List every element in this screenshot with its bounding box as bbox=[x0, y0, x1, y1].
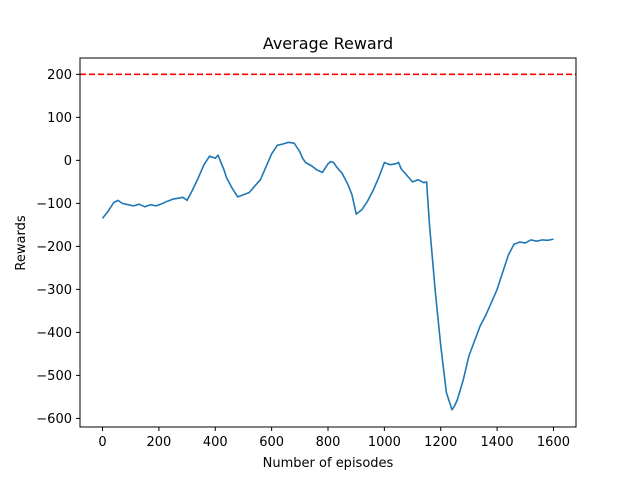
x-tick-label: 1400 bbox=[481, 435, 514, 450]
x-tick-label: 800 bbox=[316, 435, 341, 450]
series-line bbox=[101, 141, 554, 411]
x-tick-label: 600 bbox=[259, 435, 284, 450]
x-axis-title: Number of episodes bbox=[263, 456, 394, 471]
y-tick-label: −500 bbox=[36, 369, 72, 384]
x-tick-label: 1200 bbox=[424, 435, 457, 450]
y-axis: −600 −500 −400 −300 −200 −100 0 100 200 bbox=[36, 68, 80, 427]
x-tick-label: 1000 bbox=[368, 435, 401, 450]
x-tick-label: 0 bbox=[98, 435, 106, 450]
x-tick-label: 1600 bbox=[537, 435, 570, 450]
y-tick-label: 0 bbox=[64, 154, 72, 169]
y-tick-label: 200 bbox=[47, 68, 72, 83]
y-tick-label: −100 bbox=[36, 197, 72, 212]
y-tick-label: −600 bbox=[36, 412, 72, 427]
plot-area bbox=[80, 73, 576, 411]
y-tick-label: 100 bbox=[47, 111, 72, 126]
y-axis-title: Rewards bbox=[14, 215, 29, 270]
y-tick-label: −300 bbox=[36, 283, 72, 298]
chart-title: Average Reward bbox=[263, 34, 393, 53]
axes-frame bbox=[79, 57, 577, 428]
x-tick-label: 400 bbox=[203, 435, 228, 450]
y-tick-label: −400 bbox=[36, 326, 72, 341]
y-tick-label: −200 bbox=[36, 240, 72, 255]
x-tick-label: 200 bbox=[146, 435, 171, 450]
x-axis: 0 200 400 600 800 1000 1200 1400 1600 bbox=[98, 427, 570, 450]
